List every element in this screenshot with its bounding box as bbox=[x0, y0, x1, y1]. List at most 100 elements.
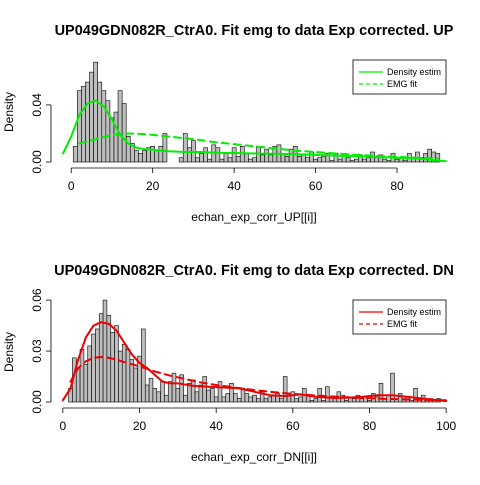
histogram-bar bbox=[152, 388, 158, 403]
histogram-bar bbox=[121, 103, 127, 163]
histogram-bar bbox=[397, 393, 403, 403]
histogram-bar bbox=[194, 391, 200, 403]
legend: Density estim EMG fit bbox=[352, 59, 447, 95]
histogram-bar bbox=[313, 158, 318, 163]
x-axis-label: echan_exp_corr_UP[[i]] bbox=[191, 210, 316, 224]
histogram-bar bbox=[81, 86, 86, 163]
histogram-bar bbox=[244, 393, 250, 403]
histogram-bar bbox=[294, 398, 299, 403]
legend-label-emg: EMG fit bbox=[387, 319, 418, 329]
emg-fit-line bbox=[69, 355, 448, 402]
density-estimate-line bbox=[61, 321, 448, 403]
x-tick-label: 80 bbox=[390, 179, 404, 193]
histogram-bar bbox=[158, 146, 164, 163]
histogram-bar bbox=[282, 376, 288, 403]
histogram-bar bbox=[229, 383, 234, 403]
y-tick-label: 0.00 bbox=[30, 150, 44, 174]
legend-label-density: Density estim bbox=[387, 307, 441, 317]
histogram-bar bbox=[231, 147, 237, 163]
histogram-bar bbox=[301, 154, 306, 163]
histogram-bar bbox=[366, 157, 371, 163]
histogram-bar bbox=[210, 388, 215, 403]
histogram-bar bbox=[125, 349, 131, 403]
histogram-bar bbox=[313, 398, 319, 403]
histogram-bar bbox=[321, 155, 327, 163]
histogram-bar bbox=[215, 147, 221, 163]
histogram-bar bbox=[89, 71, 94, 163]
histogram-bar bbox=[309, 399, 315, 403]
histogram-bar bbox=[133, 367, 138, 403]
chart-title: UP049GDN082R_CtrA0. Fit emg to data Exp … bbox=[54, 263, 454, 279]
histogram-bar bbox=[374, 157, 380, 163]
y-axis: 0.00 0.04 bbox=[30, 93, 52, 174]
histogram-bar bbox=[349, 160, 355, 163]
histogram-bar bbox=[223, 153, 229, 163]
histogram-bar bbox=[114, 325, 119, 403]
histogram-bar bbox=[138, 153, 143, 163]
histogram-bar bbox=[150, 146, 156, 163]
histogram-bar bbox=[329, 160, 335, 163]
histogram-bar bbox=[156, 391, 161, 403]
histogram-bar bbox=[227, 157, 233, 163]
histogram-bar bbox=[267, 396, 273, 403]
chart-title: UP049GDN082R_CtrA0. Fit emg to data Exp … bbox=[55, 23, 454, 39]
y-tick-label: 0.03 bbox=[30, 339, 44, 363]
histogram-bar bbox=[162, 133, 168, 163]
histogram-bar bbox=[235, 155, 241, 163]
y-tick-label: 0.06 bbox=[30, 288, 44, 312]
histogram-bar bbox=[284, 155, 290, 163]
y-tick-label: 0.04 bbox=[30, 93, 44, 117]
histogram-bar bbox=[256, 398, 261, 403]
x-tick-label: 100 bbox=[436, 419, 456, 433]
y-tick-label: 0.00 bbox=[30, 390, 44, 414]
x-tick-label: 60 bbox=[286, 419, 300, 433]
histogram-bar bbox=[402, 160, 408, 163]
x-tick-label: 80 bbox=[363, 419, 377, 433]
histogram-bar bbox=[351, 398, 357, 403]
legend-box bbox=[352, 59, 447, 95]
histogram-bar bbox=[248, 396, 253, 403]
histogram-bar bbox=[317, 157, 323, 163]
histogram-bar bbox=[148, 377, 154, 403]
histogram-bar bbox=[175, 388, 181, 403]
histogram-bar bbox=[321, 399, 326, 403]
histogram-bar bbox=[121, 343, 127, 403]
x-tick-label: 60 bbox=[309, 179, 323, 193]
histogram-bar bbox=[362, 158, 367, 163]
histogram-bar bbox=[296, 155, 302, 163]
legend-label-emg: EMG fit bbox=[387, 79, 418, 89]
histogram-bar bbox=[268, 154, 274, 163]
histogram-bar bbox=[171, 372, 177, 403]
histogram-bar bbox=[142, 150, 147, 163]
x-axis-label: echan_exp_corr_DN[[i]] bbox=[191, 450, 317, 464]
histogram-bar bbox=[219, 158, 225, 163]
histogram-bar bbox=[117, 90, 123, 163]
histogram-bar bbox=[110, 332, 115, 403]
histogram-panel-dn: UP049GDN082R_CtrA0. Fit emg to data Exp … bbox=[2, 263, 456, 464]
y-axis-label: Density bbox=[2, 92, 16, 132]
histogram-bar bbox=[113, 111, 119, 163]
histogram-bar bbox=[79, 349, 85, 403]
histogram-bar bbox=[72, 146, 78, 163]
y-axis: 0.00 0.03 0.06 bbox=[30, 288, 52, 414]
histogram-bar bbox=[252, 157, 257, 163]
x-tick-label: 40 bbox=[227, 179, 241, 193]
histogram-bar bbox=[154, 150, 160, 163]
histogram-bar bbox=[325, 153, 331, 163]
histogram-bar bbox=[198, 384, 204, 403]
x-axis: 0 20 40 60 80 bbox=[68, 167, 404, 193]
histogram-bar bbox=[279, 398, 284, 403]
emg-fit-line bbox=[78, 132, 439, 160]
histogram-bar bbox=[217, 381, 223, 403]
histogram-bar bbox=[325, 386, 330, 403]
histogram-bar bbox=[85, 81, 90, 163]
histogram-bar bbox=[353, 158, 359, 163]
histogram-bar bbox=[178, 157, 184, 163]
histogram-bar bbox=[390, 372, 395, 403]
histogram-bar bbox=[359, 398, 365, 403]
histogram-bar bbox=[213, 396, 219, 403]
histogram-bar bbox=[260, 154, 265, 163]
histogram-bar bbox=[75, 367, 81, 403]
histogram-bar bbox=[298, 396, 303, 403]
